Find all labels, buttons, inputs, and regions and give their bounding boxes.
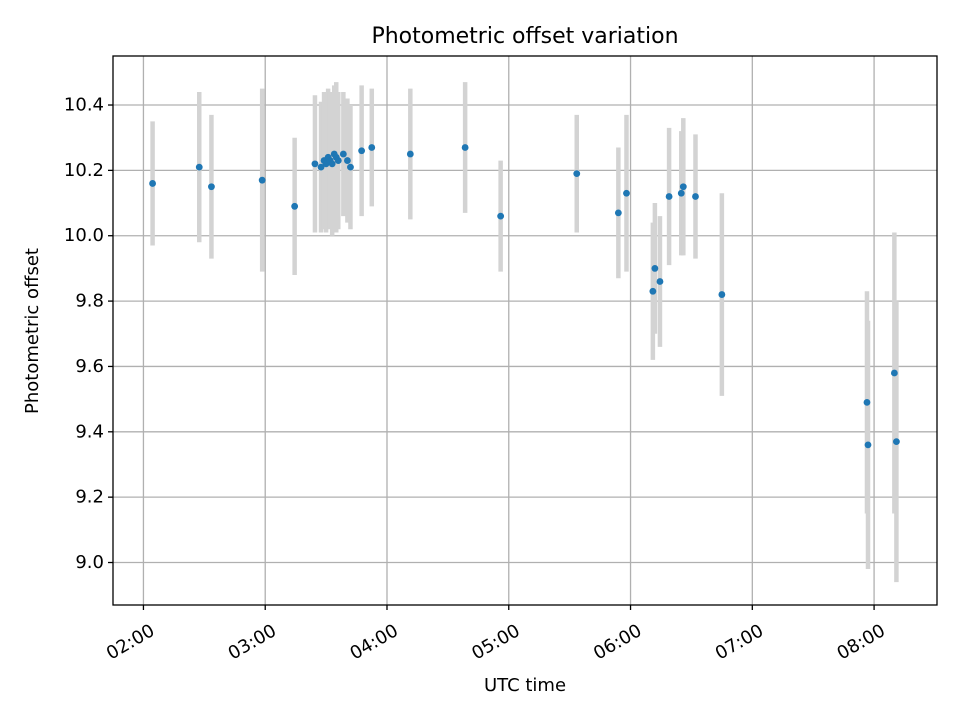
data-point [406, 150, 414, 158]
data-point [368, 144, 376, 151]
data-point [651, 265, 659, 272]
data-point [344, 157, 351, 164]
data-point [893, 438, 900, 446]
x-tick-label: 07:00 [712, 620, 767, 664]
data-point [358, 147, 366, 155]
data-point [317, 163, 325, 171]
x-tick-label: 06:00 [590, 620, 645, 664]
error-bars [150, 82, 899, 583]
y-tick-label: 10.0 [64, 225, 104, 246]
data-point [623, 189, 630, 197]
data-points [149, 144, 900, 449]
data-point [334, 157, 342, 164]
x-tick-label: 08:00 [834, 620, 889, 664]
data-point [890, 369, 898, 377]
data-point [692, 193, 699, 200]
y-tick-label: 10.2 [64, 160, 104, 181]
data-point [258, 176, 266, 184]
data-point [679, 183, 687, 191]
data-point [718, 291, 726, 298]
grid-lines [113, 56, 937, 605]
data-point [864, 441, 872, 449]
axis-ticks: 02:00 03:00 04:00 05:00 06:00 07:00 08:00 9.0 9.… [64, 95, 889, 665]
data-point [208, 183, 215, 191]
data-point [863, 398, 871, 406]
data-point [339, 150, 347, 158]
data-point [311, 160, 319, 168]
data-point [573, 170, 581, 178]
data-point [677, 189, 685, 197]
y-tick-label: 9.6 [75, 356, 104, 377]
data-point [347, 163, 354, 171]
data-point [291, 202, 299, 210]
y-tick-label: 9.4 [75, 421, 104, 442]
data-point [149, 180, 156, 187]
y-tick-label: 9.0 [75, 552, 104, 573]
data-point [497, 212, 505, 220]
x-axis-label: UTC time [484, 675, 566, 696]
x-tick-label: 02:00 [103, 620, 158, 664]
y-tick-label: 9.8 [75, 291, 104, 312]
data-point [195, 163, 203, 171]
chart-title: Photometric offset variation [371, 24, 678, 49]
data-point [665, 193, 673, 200]
y-tick-label: 10.4 [64, 95, 104, 116]
plot-frame [112, 55, 938, 606]
x-tick-label: 03:00 [225, 620, 280, 664]
x-tick-label: 05:00 [468, 620, 523, 664]
data-point [461, 144, 469, 151]
data-point [614, 209, 622, 217]
data-point [328, 160, 336, 168]
data-point [649, 287, 657, 295]
y-axis-label: Photometric offset [22, 248, 43, 414]
data-point [656, 278, 664, 285]
y-tick-label: 9.2 [75, 487, 104, 508]
x-tick-label: 04:00 [346, 620, 401, 664]
